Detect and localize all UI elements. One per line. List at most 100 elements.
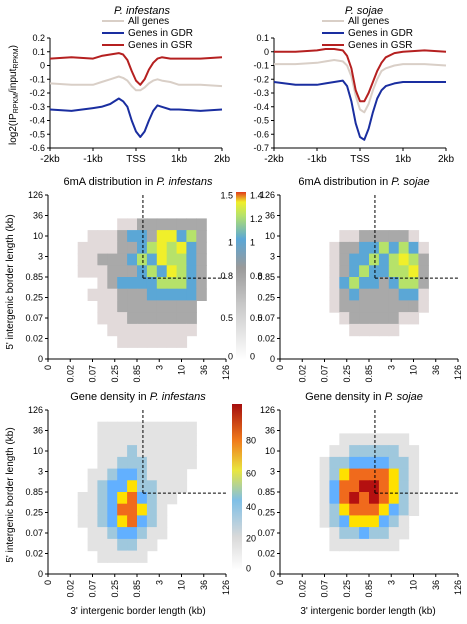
heatmap-cell (398, 300, 410, 313)
heatmap-cell (349, 253, 360, 266)
heatmap-cell (329, 277, 340, 290)
heatmap-cell (146, 468, 158, 481)
legend-entry: All genes (128, 16, 169, 27)
series-line (274, 59, 447, 114)
colorbar-gradient (236, 192, 246, 360)
heatmap-cell (378, 445, 390, 458)
heatmap-6ma-sojae: 6mA distribution in P. sojae 000.020.020… (257, 176, 463, 383)
heatmap-cell (398, 241, 410, 255)
heatmap-cell (418, 288, 429, 301)
heatmap-cell (359, 538, 370, 552)
heatmap-cell (77, 492, 89, 505)
heatmap-cell (97, 550, 108, 563)
heatmap-cell (349, 312, 360, 325)
heatmap-cell (97, 230, 108, 243)
heatmap-cell (408, 230, 420, 243)
heatmap-cell (156, 433, 168, 446)
colorbar-ticks: 80 60 40 20 0 (246, 436, 256, 574)
heatmap-cell (339, 468, 350, 481)
heatmap-cell (146, 456, 158, 470)
heatmap-cell (137, 323, 148, 337)
heatmap-cell (359, 253, 370, 266)
heatmap-cell (378, 288, 390, 301)
heatmap-cell (166, 433, 178, 446)
heatmap-cell (408, 503, 420, 516)
heatmap-cell (319, 468, 331, 481)
y-tick-label: -0.2 (29, 88, 45, 98)
heatmap-cell (359, 300, 370, 313)
colorbar-density: 80 60 40 20 0 (232, 404, 256, 573)
heatmap-cell (77, 241, 89, 255)
colorbar-tick-label: 1 (250, 237, 255, 247)
heatmap-cell (146, 265, 158, 278)
x-tick-label: 0.25 (110, 365, 120, 383)
heatmap-cell (349, 241, 360, 255)
heatmap-cell (107, 265, 118, 278)
heatmap-cell (408, 445, 420, 458)
series-line (274, 48, 447, 103)
heatmap-cell (107, 253, 118, 266)
heatmap-cell (186, 433, 197, 446)
heatmap-cell (359, 277, 370, 290)
heatmap-cell (127, 300, 138, 313)
y-tick-label: -0.1 (29, 74, 45, 84)
heatmap-cell (87, 253, 99, 266)
heatmap-cell (349, 433, 360, 446)
y-axis-label: 5' intergenic border length (kb) (5, 427, 16, 562)
heatmap-cell (107, 503, 118, 516)
heatmap-cell (329, 480, 340, 493)
heatmap-cell (349, 538, 360, 552)
colorbar-tick-label: 1.4 (250, 190, 263, 200)
y-tick-label: -0.5 (29, 129, 45, 139)
x-tick-label: 3 (154, 580, 164, 585)
y-tick-label: -0.3 (253, 88, 269, 98)
heatmap-cell (107, 468, 118, 481)
heatmap-cell (359, 468, 370, 481)
heatmap-cell (117, 218, 128, 231)
heatmap-density-infestans: Gene density in P. infestans 5' intergen… (5, 391, 231, 617)
y-tick-label: -0.4 (253, 102, 269, 112)
heatmap-cell (349, 492, 360, 505)
heatmap-cell (349, 265, 360, 278)
colorbar-6ma: 1.5 1 0.8 0.5 0 1.4 1.2 1 0.8 0.5 0 (220, 190, 262, 361)
x-tick-label: 3 (386, 580, 396, 585)
heatmap-cell (369, 300, 380, 313)
heatmap-cell (137, 277, 148, 290)
heatmap-cell (137, 445, 148, 458)
heatmap-cell (319, 456, 331, 470)
heatmap-cell (369, 433, 380, 446)
heatmap-cell (378, 312, 390, 325)
y-tick-label: 0.07 (257, 313, 275, 323)
heatmap-cell (156, 265, 168, 278)
heatmap-cell (339, 288, 350, 301)
heatmap-cell (359, 433, 370, 446)
heatmap-cell (117, 253, 128, 266)
y-tick-label: 0.1 (32, 47, 45, 57)
heatmap-cell (127, 468, 138, 481)
heatmap-cell (97, 253, 108, 266)
heatmap-cell (349, 445, 360, 458)
heatmap-cell (339, 265, 350, 278)
heatmap-cell (388, 492, 400, 505)
heatmap-cell (408, 480, 420, 493)
heatmap-cell (117, 288, 128, 301)
heatmap-cell (156, 515, 168, 528)
heatmap-cell (378, 253, 390, 266)
heatmap-cell (107, 480, 118, 493)
heatmap-cell (176, 335, 188, 348)
heatmap-cell (127, 218, 138, 231)
heatmap-cell (398, 265, 410, 278)
heatmap-cell (127, 277, 138, 290)
heatmap-cell (369, 527, 380, 540)
heatmap-cell (87, 241, 99, 255)
heatmap-cell (186, 323, 197, 337)
y-tick-label: 10 (265, 231, 275, 241)
heatmap-cell (349, 277, 360, 290)
heatmap-cell (388, 468, 400, 481)
heatmap-cell (176, 323, 188, 337)
heatmap-cell (176, 421, 188, 434)
x-tick-label: 0 (275, 365, 285, 370)
colorbar-tick-label: 0 (228, 352, 233, 362)
heatmap-cell (166, 323, 178, 337)
